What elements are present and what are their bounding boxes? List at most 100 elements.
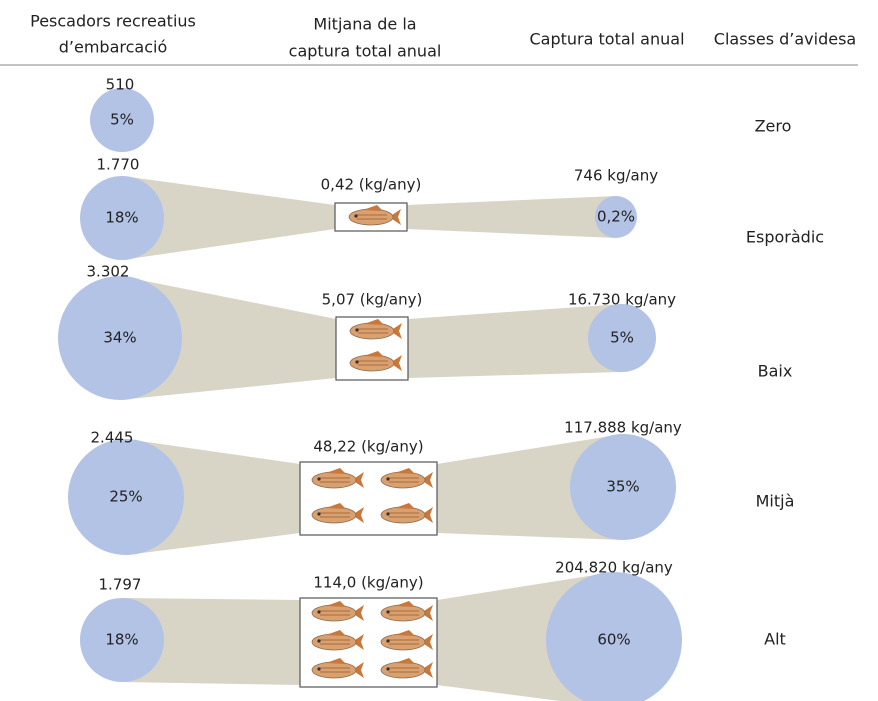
total-circle [546,572,682,701]
fish-eye [355,328,359,332]
fish-fin [326,468,346,474]
fish-stripe [387,512,419,518]
fish-tail [352,634,364,650]
fish-stripe [356,328,388,334]
fish-stripe [356,360,388,366]
fish-icon [349,319,402,340]
fish-icon [380,630,433,651]
fisher-circle [68,439,184,555]
fish-stripe [318,667,350,673]
fish-icon [311,658,364,679]
fish-tail [352,605,364,621]
fish-fin [364,319,384,325]
fisher-circle [90,88,154,152]
cone [407,196,616,238]
fish-stripe [318,512,350,518]
fish-icon [380,658,433,679]
fish-eye [386,512,390,516]
header: captura total anual [289,42,442,61]
fish-fin [363,205,383,211]
total-circle [570,434,676,540]
fish-eye [317,610,321,614]
total-label: 117.888 kg/any [564,419,682,437]
fish-tail [390,355,402,371]
fish-eye [317,639,321,643]
fish-fin [395,630,415,636]
fish-icon [311,601,364,622]
fish-eye [355,360,359,364]
fisher-circle [80,598,164,682]
mean-label: 48,22 (kg/any) [313,438,423,456]
total-share: 5% [610,329,634,347]
total-share: 35% [606,478,639,496]
class-label: Mitjà [756,492,795,511]
fish-eye [317,667,321,671]
fish-tail [352,507,364,523]
fish-icon [311,468,364,489]
fish-stripe [387,477,419,483]
class-label: Zero [755,117,792,136]
fish-icon [380,503,433,524]
fisher-count: 1.797 [99,576,142,594]
fish-tail [390,323,402,339]
fish-icon [380,468,433,489]
fish-icon [348,205,401,226]
fish-tail [421,605,433,621]
fish-eye [386,667,390,671]
fish-fin [326,630,346,636]
fish-icon [349,351,402,372]
class-label: Alt [764,630,786,649]
fish-eye [386,477,390,481]
fish-stripe [387,639,419,645]
fish-fin [326,503,346,509]
fish-eye [317,477,321,481]
fisher-share: 34% [103,329,136,347]
fish-stripe [318,610,350,616]
mean-label: 114,0 (kg/any) [313,574,423,592]
fish-stripe [387,667,419,673]
fish-icon [380,601,433,622]
total-circle [588,304,656,372]
fish-fin [326,658,346,664]
fish-fin [395,601,415,607]
fisher-share: 18% [105,209,138,227]
fish-tail [352,662,364,678]
fish-tail [421,507,433,523]
cone [122,176,335,260]
cone [120,276,336,400]
fisher-count: 2.445 [91,429,134,447]
total-share: 60% [597,631,630,649]
fish-box [299,461,438,536]
fish-stripe [318,639,350,645]
fish-fin [364,351,384,357]
cone [122,598,300,685]
fish-eye [386,610,390,614]
mean-label: 0,42 (kg/any) [321,176,422,194]
class-label: Baix [758,362,793,381]
fisher-circle [58,276,182,400]
cone [408,304,622,378]
total-label: 16.730 kg/any [568,291,676,309]
fish-icon [311,630,364,651]
header: Mitjana de la [313,15,416,34]
fisher-share: 18% [105,631,138,649]
header: Pescadors recreatius [30,12,196,31]
total-label: 746 kg/any [574,167,658,185]
header: Captura total anual [529,30,684,49]
header: d’embarcació [59,38,168,57]
fish-fin [395,503,415,509]
cone [437,434,623,540]
mean-label: 5,07 (kg/any) [322,291,423,309]
fisher-count: 1.770 [97,156,140,174]
fish-stripe [318,477,350,483]
fish-stripe [355,214,387,220]
fish-tail [421,662,433,678]
fish-fin [395,658,415,664]
fish-tail [421,472,433,488]
fisher-count: 3.302 [87,263,130,281]
fish-fin [326,601,346,607]
class-label: Esporàdic [746,228,824,247]
fish-eye [354,214,358,218]
fisher-share: 25% [109,488,142,506]
